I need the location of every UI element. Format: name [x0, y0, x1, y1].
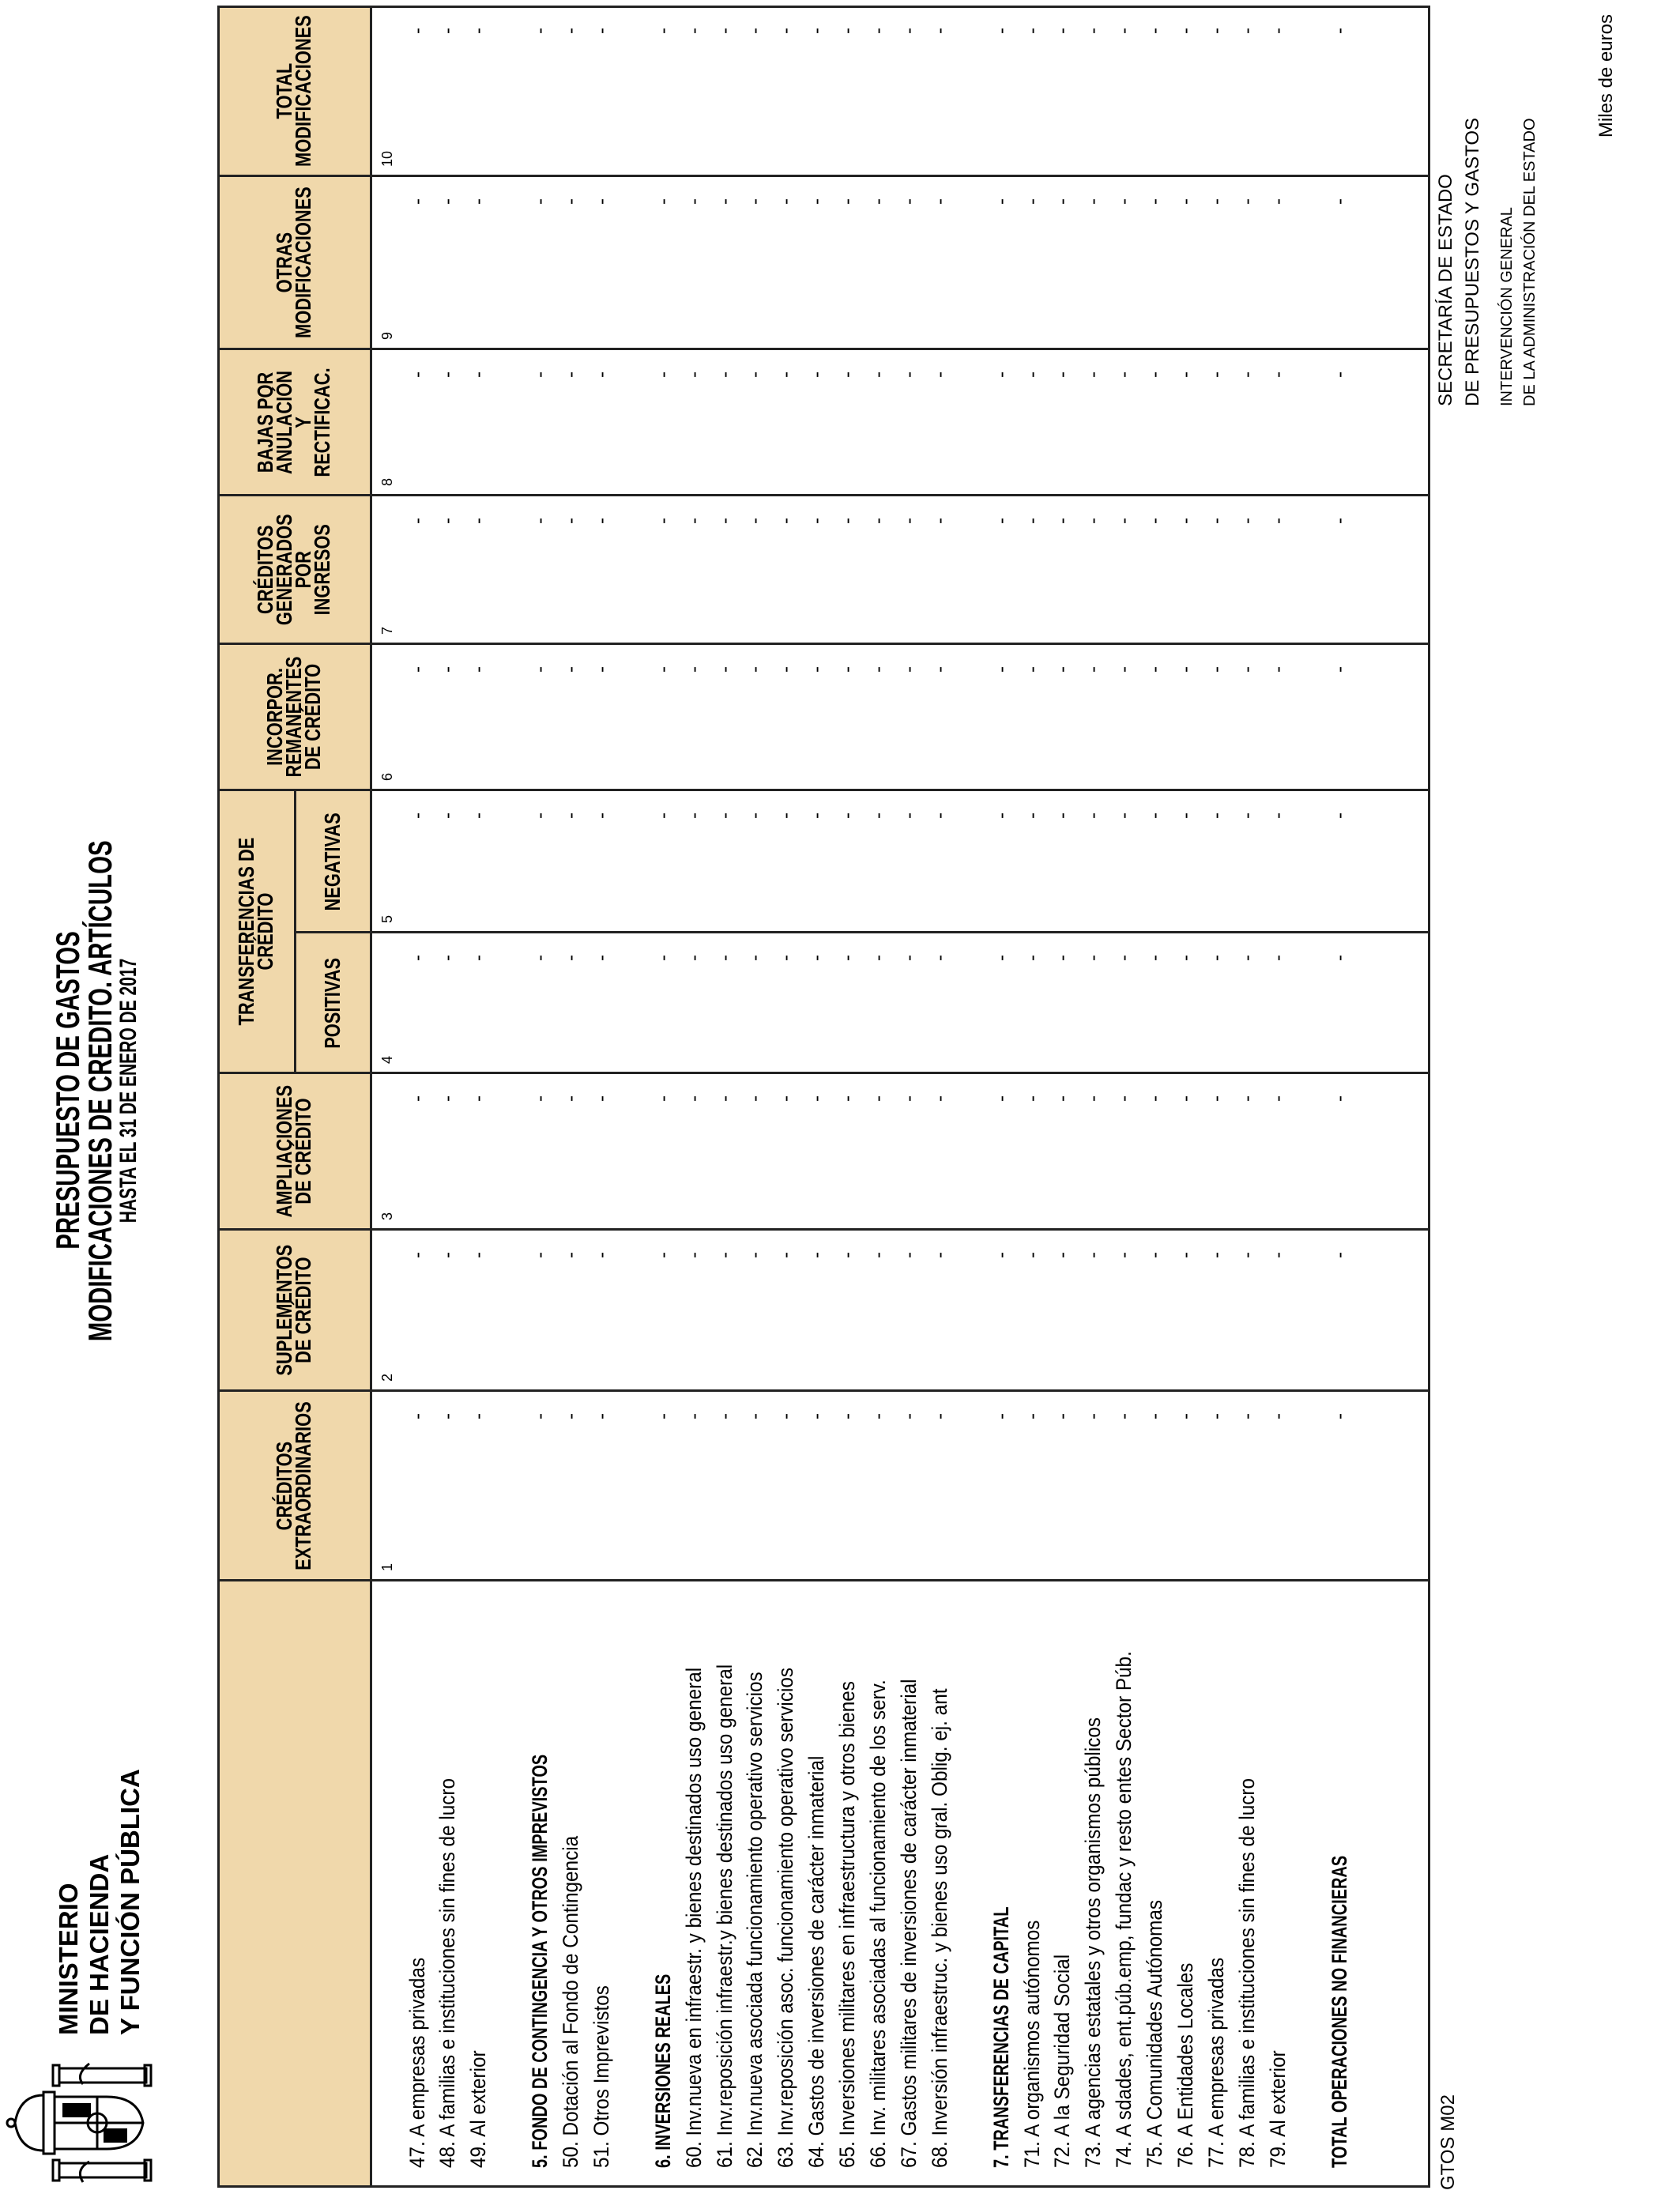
page-title: PRESUPUESTO DE GASTOS: [49, 0, 86, 2188]
title-line-1: PRESUPUESTO DE GASTOS: [49, 931, 86, 1250]
table-border: [217, 6, 1430, 2188]
secretaria-line-4: DE LA ADMINISTRACIÓN DEL ESTADO: [1521, 118, 1539, 406]
coat-of-arms-icon: [6, 2062, 153, 2183]
units-label: Miles de euros: [1595, 14, 1617, 138]
secretaria-line-1: SECRETARÍA DE ESTADO: [1435, 174, 1456, 406]
form-code: GTOS M02: [1437, 2094, 1459, 2190]
page-date: HASTA EL 31 DE ENERO DE 2017: [115, 0, 141, 2188]
page-subtitle: MODIFICACIONES DE CREDITO. ARTÍCULOS: [81, 0, 119, 2188]
secretaria-line-3: INTERVENCIÓN GENERAL: [1498, 207, 1516, 406]
title-line-3: HASTA EL 31 DE ENERO DE 2017: [115, 958, 141, 1223]
secretaria-line-2: DE PRESUPUESTOS Y GASTOS: [1462, 117, 1483, 406]
title-line-2: MODIFICACIONES DE CREDITO. ARTÍCULOS: [81, 840, 119, 1341]
